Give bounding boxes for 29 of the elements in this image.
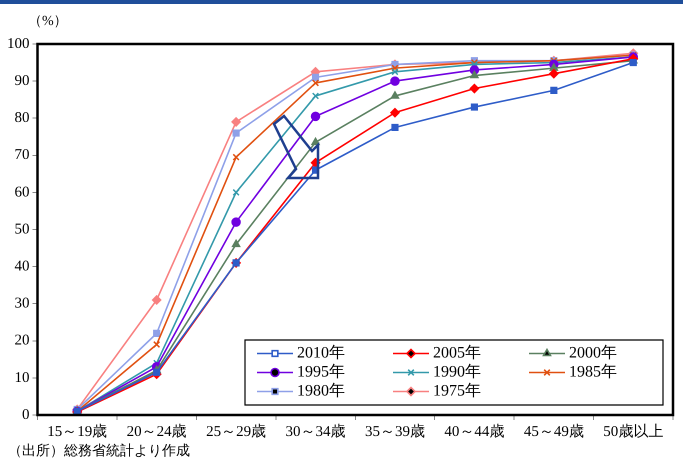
x-tick-label: 25～29歳 xyxy=(206,422,266,440)
legend-label: 1990年 xyxy=(433,364,481,381)
x-tick-label: 15～19歳 xyxy=(47,422,108,440)
y-tick-label: 50 xyxy=(14,221,30,238)
y-tick-label: 40 xyxy=(14,258,30,275)
text: （出所）総務省統計より作成 xyxy=(8,442,190,460)
legend-label: 1985年 xyxy=(569,364,617,381)
y-tick-label: 70 xyxy=(14,147,30,164)
y-tick-label: 100 xyxy=(7,36,30,52)
legend-label: 1995年 xyxy=(297,364,345,381)
legend-label: 2000年 xyxy=(569,344,617,362)
x-tick-label: 45～49歳 xyxy=(524,422,584,440)
legend-label: 2005年 xyxy=(433,344,481,362)
y-tick-label: 20 xyxy=(14,332,30,349)
y-tick-label: 90 xyxy=(14,73,30,90)
y-tick-label: 10 xyxy=(14,370,30,386)
x-tick-label: 35～39歳 xyxy=(364,422,425,440)
x-tick-label: 30～34歳 xyxy=(286,422,346,440)
y-tick-label: 60 xyxy=(14,184,30,200)
legend-label: 2010年 xyxy=(297,344,345,362)
y-tick-label: 30 xyxy=(14,296,30,312)
x-tick-label: 20～24歳 xyxy=(126,422,187,440)
x-tick-label: 50歳以上 xyxy=(603,422,664,440)
y-tick-label: 0 xyxy=(22,406,30,423)
x-tick-label: 40～44歳 xyxy=(444,422,504,440)
y-axis-title: （%） xyxy=(28,13,68,30)
legend-label: 1980年 xyxy=(297,382,345,400)
legend-label: 1975年 xyxy=(433,382,481,400)
y-tick-label: 80 xyxy=(14,110,30,126)
